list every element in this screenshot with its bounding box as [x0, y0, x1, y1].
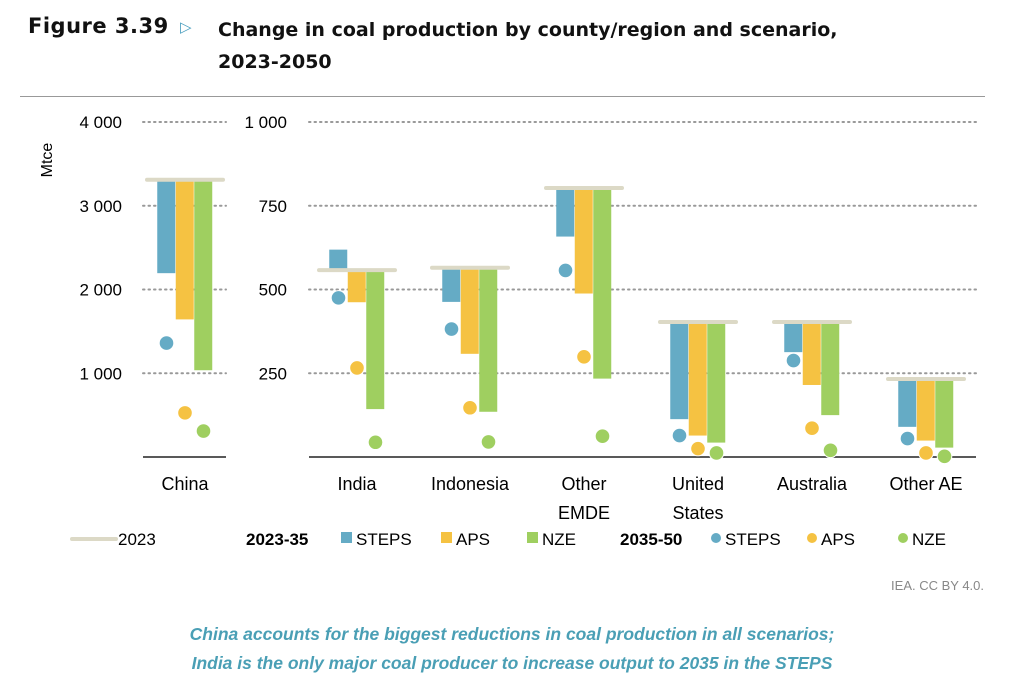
bar-2023-35-steps [157, 179, 176, 274]
bar-2023-35-nze [821, 321, 840, 416]
bar-2023-35-steps [670, 321, 689, 420]
title-line-1: Change in coal production by county/regi… [218, 19, 838, 41]
dot-2035-50-aps [349, 360, 365, 376]
bar-2023-35-aps [802, 321, 821, 385]
x-category-label: States [672, 503, 723, 523]
bar-2023-35-nze [935, 378, 954, 448]
dot-2035-50-steps [671, 427, 688, 444]
caption: China accounts for the biggest reduction… [0, 620, 1024, 678]
y-tick-label: 1 000 [244, 113, 287, 132]
triangle-icon: ▷ [180, 19, 192, 36]
bar-2023-35-nze [707, 321, 726, 443]
dot-2035-50-nze [195, 423, 212, 439]
bar-2023-35-nze [479, 267, 498, 412]
y-tick-label: 500 [259, 281, 287, 300]
bar-2023-35-steps [556, 187, 575, 237]
bar-2023-35-aps [688, 321, 707, 436]
dot-2035-50-steps [443, 321, 460, 337]
bar-2023-35-steps [442, 267, 461, 302]
y-tick-label: 3 000 [79, 197, 122, 216]
bar-2023-35-aps [175, 179, 194, 320]
x-category-label: Australia [777, 474, 848, 494]
dot-2035-50-steps [158, 335, 175, 351]
legend-dot-label-nze: NZE [912, 530, 946, 549]
dot-2035-50-aps [576, 349, 592, 365]
bar-2023-35-aps [347, 270, 366, 303]
dot-2035-50-nze [822, 442, 839, 459]
legend-group-2023-35: 2023-35 [246, 530, 308, 549]
bar-2023-35-nze [194, 179, 213, 371]
legend-label-steps: STEPS [356, 530, 412, 549]
legend-square-steps [341, 532, 352, 543]
y-tick-label: 4 000 [79, 113, 122, 132]
bar-2023-35-steps [784, 321, 803, 353]
legend-label-aps: APS [456, 530, 490, 549]
caption-line-2: India is the only major coal producer to… [191, 653, 833, 673]
legend-dot-label-steps: STEPS [725, 530, 781, 549]
legend-dot-steps [711, 533, 721, 543]
bar-2023-35-aps [916, 378, 935, 441]
x-category-label: China [161, 474, 209, 494]
y-tick-label: 2 000 [79, 281, 122, 300]
chart-title: Change in coal production by county/regi… [218, 14, 838, 78]
dot-2035-50-aps [804, 420, 820, 436]
chart: 4 000 3 000 2 000 1 000 1 000 750 500 250 Mtce Ch… [39, 113, 977, 549]
figure-label: Figure 3.39 [28, 14, 169, 38]
y-axis-label: Mtce [39, 143, 56, 178]
bar-2023-35-steps [329, 249, 348, 271]
x-category-label: United [672, 474, 724, 494]
dot-2035-50-nze [594, 428, 611, 445]
legend-2023-label: 2023 [118, 530, 156, 549]
y-tick-label: 250 [259, 364, 287, 383]
dot-2035-50-nze [367, 434, 384, 451]
legend-square-nze [527, 532, 538, 543]
dot-2035-50-aps [690, 440, 706, 457]
bar-2023-35-aps [574, 187, 593, 294]
dot-2035-50-steps [557, 262, 574, 279]
dot-2035-50-nze [480, 434, 497, 450]
dot-2035-50-aps [462, 399, 478, 416]
x-category-label: Indonesia [431, 474, 510, 494]
legend-square-aps [441, 532, 452, 543]
bar-2023-35-steps [898, 378, 917, 427]
dot-2035-50-steps [330, 290, 347, 306]
caption-line-1: China accounts for the biggest reduction… [189, 624, 835, 644]
legend-dot-nze [898, 533, 908, 543]
legend-dot-aps [807, 533, 817, 543]
legend-dot-label-aps: APS [821, 530, 855, 549]
dot-2035-50-aps [918, 445, 934, 461]
bar-2023-35-nze [366, 270, 385, 410]
dot-2035-50-nze [936, 448, 953, 465]
dot-2035-50-steps [785, 352, 802, 369]
x-category-label: India [337, 474, 377, 494]
dot-2035-50-steps [899, 430, 916, 447]
bar-2023-35-nze [593, 187, 612, 379]
credit: IEA. CC BY 4.0. [891, 578, 984, 593]
dot-2035-50-aps [177, 405, 193, 421]
y-tick-label: 1 000 [79, 364, 122, 383]
dot-2035-50-nze [708, 445, 725, 461]
x-category-label: Other AE [889, 474, 962, 494]
header-divider [20, 96, 985, 97]
y-tick-label: 750 [259, 197, 287, 216]
bar-2023-35-aps [460, 267, 479, 354]
legend-label-nze: NZE [542, 530, 576, 549]
x-category-label: EMDE [558, 503, 610, 523]
title-line-2: 2023-2050 [218, 51, 332, 73]
x-category-label: Other [561, 474, 606, 494]
legend-group-2035-50: 2035-50 [620, 530, 682, 549]
